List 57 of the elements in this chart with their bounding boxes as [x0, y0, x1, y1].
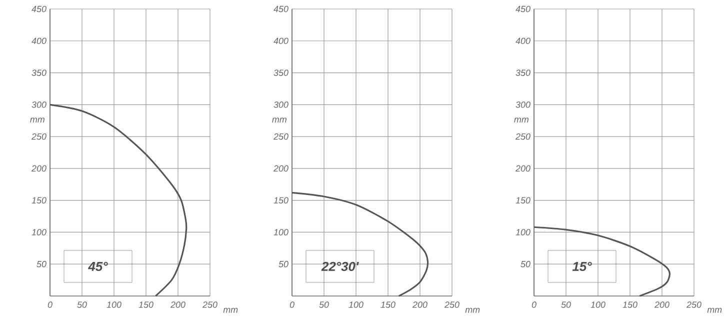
y-tick-label: 250 — [273, 133, 288, 140]
x-tick-label: 100 — [348, 302, 364, 308]
x-tick-label: 50 — [561, 302, 571, 308]
line-series — [291, 192, 429, 297]
x-tick-label: 150 — [138, 302, 154, 308]
y-tick-label: 400 — [32, 38, 46, 44]
y-tick-label: 350 — [274, 70, 288, 76]
y-tick-label: 50 — [520, 260, 530, 268]
annotation: 22°30' — [321, 262, 359, 272]
x-tick-label: 250 — [444, 302, 460, 308]
x-tick-label: 100 — [106, 302, 122, 308]
x-tick-label: 250 — [686, 302, 702, 308]
y-tick-label: 450 — [32, 6, 46, 12]
y-tick-label: 150 — [516, 197, 530, 204]
y-tick-label: 250 — [31, 133, 46, 140]
y-tick-label: 450 — [274, 6, 288, 12]
y-tick-label: 350 — [516, 70, 530, 76]
y-tick-label: 250 — [515, 133, 530, 140]
y-tick-label: 300 — [516, 101, 530, 108]
y-tick-label: 150 — [274, 197, 288, 204]
y-tick-label: 400 — [516, 38, 530, 44]
x-tick-label: 0 — [48, 302, 52, 308]
y-tick-label: 450 — [516, 6, 530, 12]
x-tick-label: 100 — [590, 302, 606, 308]
line-series — [533, 226, 670, 297]
y-tick-label: 350 — [32, 70, 46, 76]
y-axis-title: mm — [514, 118, 528, 122]
y-tick-label: 400 — [274, 38, 288, 44]
y-tick-label: 300 — [32, 101, 46, 108]
y-tick-label: 150 — [32, 197, 46, 204]
x-tick-label: 200 — [654, 302, 670, 308]
x-tick-label: 150 — [622, 302, 638, 308]
y-axis-title: mm — [272, 118, 286, 122]
x-axis-title: mm — [465, 308, 480, 313]
annotation: 45° — [88, 262, 108, 272]
y-tick-label: 100 — [32, 229, 46, 236]
y-tick-label: 200 — [273, 165, 288, 172]
x-axis-title: mm — [707, 308, 722, 313]
y-tick-label: 50 — [36, 260, 46, 268]
line-series — [49, 104, 188, 297]
x-tick-label: 250 — [202, 302, 218, 308]
x-tick-label: 200 — [412, 302, 428, 308]
x-tick-label: 150 — [380, 302, 396, 308]
x-tick-label: 50 — [319, 302, 329, 308]
x-tick-label: 0 — [290, 302, 294, 308]
y-tick-label: 50 — [278, 260, 288, 268]
x-tick-label: 50 — [77, 302, 87, 308]
y-tick-label: 300 — [274, 101, 288, 108]
y-axis-title: mm — [30, 118, 44, 122]
y-tick-label: 100 — [516, 229, 530, 236]
y-tick-label: 200 — [515, 165, 530, 172]
y-tick-label: 100 — [274, 229, 288, 236]
x-tick-label: 0 — [532, 302, 536, 308]
x-tick-label: 200 — [170, 302, 186, 308]
x-axis-title: mm — [223, 308, 238, 313]
annotation: 15° — [572, 262, 592, 272]
y-tick-label: 200 — [31, 165, 46, 172]
